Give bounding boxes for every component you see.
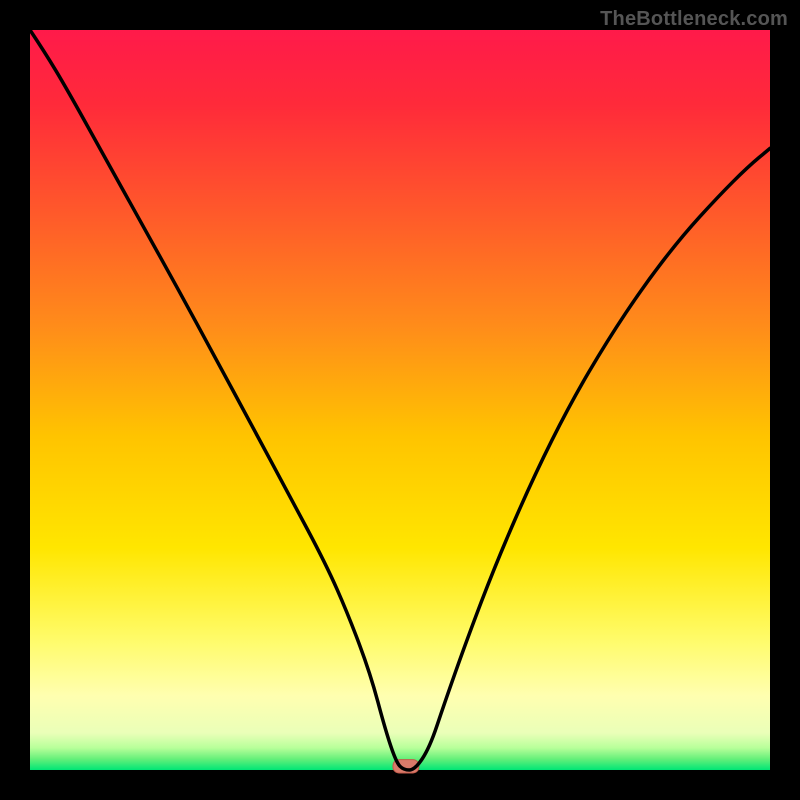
bottleneck-chart: TheBottleneck.com	[0, 0, 800, 800]
chart-background	[30, 30, 770, 770]
chart-svg	[0, 0, 800, 800]
